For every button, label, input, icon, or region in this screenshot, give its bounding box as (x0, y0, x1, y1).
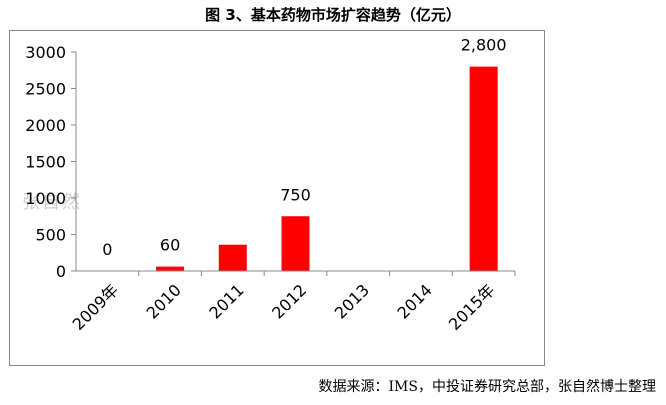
data-label: 60 (160, 236, 180, 255)
x-tick-label: 2015年 (445, 280, 499, 334)
y-tick-label: 3000 (25, 43, 66, 62)
bar-2015年 (469, 66, 498, 271)
x-axis: 2009年 2010 2011 2012 2013 2014 2015年 (69, 270, 516, 334)
x-tick-label: 2013 (331, 280, 373, 322)
x-tick-label: 2010 (143, 280, 185, 322)
y-tick-label: 1000 (25, 189, 66, 208)
bars (156, 66, 498, 271)
y-tick-label: 500 (35, 226, 66, 245)
x-tick-label: 2011 (205, 280, 247, 322)
chart-title: 图 3、基本药物市场扩容趋势（亿元） (205, 6, 461, 24)
watermark: 张自然 (22, 192, 82, 213)
bar-2010 (156, 266, 185, 271)
y-tick-label: 0 (56, 262, 66, 281)
data-label: 2,800 (461, 36, 507, 55)
bar-2011 (218, 244, 247, 271)
y-tick-label: 1500 (25, 153, 66, 172)
data-label: 0 (102, 240, 112, 259)
data-label: 750 (280, 185, 311, 204)
x-tick-label: 2014 (394, 280, 436, 322)
data-labels: 0 60 750 2,800 (102, 36, 506, 259)
y-axis: 0 500 1000 1500 2000 2500 3000 (25, 43, 77, 281)
chart-frame (9, 30, 545, 366)
x-tick-label: 2009年 (69, 280, 123, 334)
bar-2012 (281, 216, 310, 271)
x-tick-label: 2012 (268, 280, 310, 322)
source-note: 数据来源：IMS，中投证券研究总部，张自然博士整理 (318, 379, 656, 395)
y-tick-label: 2000 (25, 116, 66, 135)
y-tick-label: 2500 (25, 80, 66, 99)
